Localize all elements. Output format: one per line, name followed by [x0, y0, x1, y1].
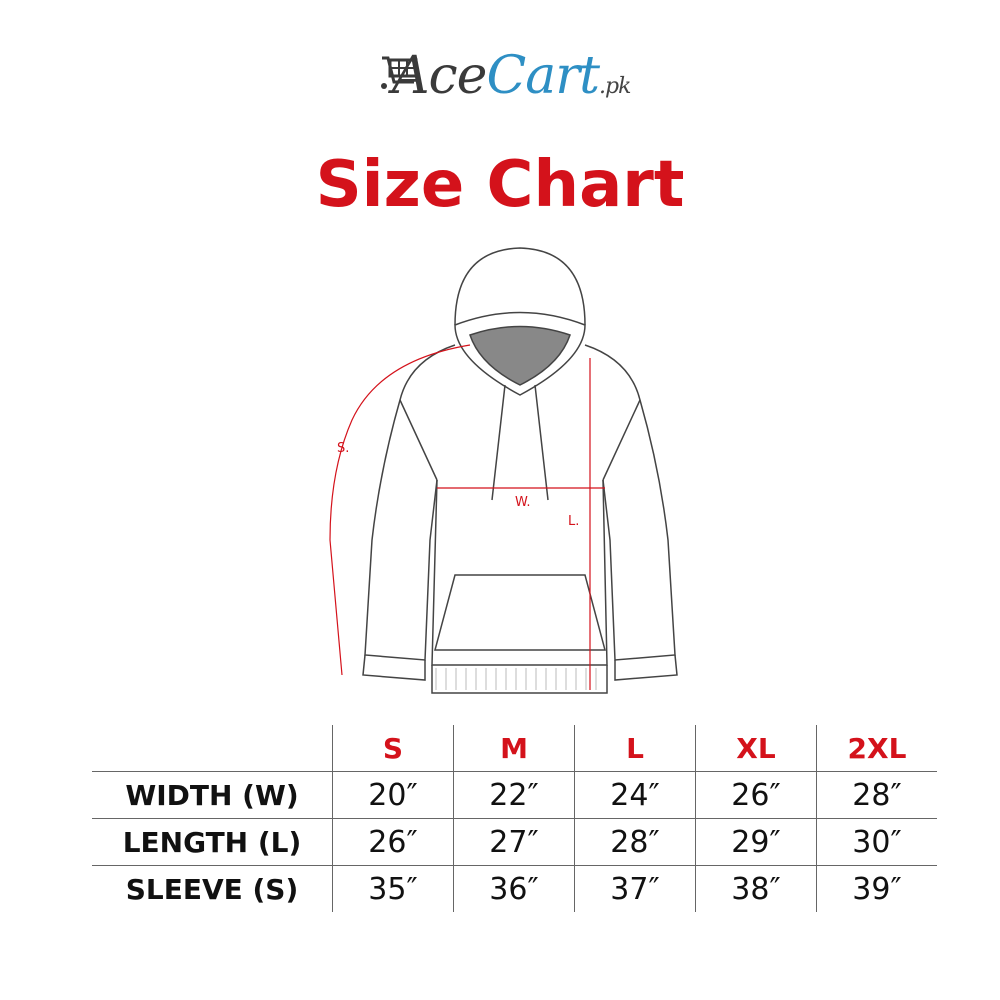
size-header: M — [453, 725, 575, 772]
cell: 30″ — [816, 818, 937, 866]
hoodie-diagram: S. W. L. — [329, 247, 678, 694]
cell: 28″ — [816, 771, 937, 819]
table-row: LENGTH (L) 26″ 27″ 28″ 29″ 30″ — [92, 818, 937, 866]
cell: 35″ — [332, 865, 454, 912]
cell: 36″ — [453, 865, 575, 912]
cell: 26″ — [332, 818, 454, 866]
cell: 38″ — [695, 865, 817, 912]
shopping-cart-icon — [381, 56, 418, 89]
cell: 37″ — [574, 865, 696, 912]
cell: 20″ — [332, 771, 454, 819]
cell: 29″ — [695, 818, 817, 866]
row-label: WIDTH (W) — [92, 771, 333, 819]
logo-text-ace: Ace — [392, 46, 487, 106]
size-table: S M L XL 2XL WIDTH (W) 20″ 22″ 24″ 26″ 2… — [92, 725, 937, 912]
length-label: L. — [568, 514, 579, 529]
size-header: 2XL — [816, 725, 937, 772]
acecart-logo: AceCart.pk — [380, 46, 680, 116]
width-label: W. — [515, 495, 531, 510]
corner-cell — [92, 725, 333, 772]
cell: 22″ — [453, 771, 575, 819]
cell: 27″ — [453, 818, 575, 866]
page-title: Size Chart — [315, 148, 685, 222]
cell: 24″ — [574, 771, 696, 819]
size-header-row: S M L XL 2XL — [92, 725, 937, 772]
row-label: LENGTH (L) — [92, 818, 333, 866]
cell: 26″ — [695, 771, 817, 819]
logo-text-cart: Cart — [486, 46, 600, 106]
size-header: XL — [695, 725, 817, 772]
cell: 28″ — [574, 818, 696, 866]
row-label: SLEEVE (S) — [92, 865, 333, 912]
logo-text-pk: .pk — [599, 74, 631, 99]
table-row: WIDTH (W) 20″ 22″ 24″ 26″ 28″ — [92, 771, 937, 819]
size-header: L — [574, 725, 696, 772]
cell: 39″ — [816, 865, 937, 912]
table-row: SLEEVE (S) 35″ 36″ 37″ 38″ 39″ — [92, 865, 937, 912]
sleeve-label: S. — [337, 441, 349, 456]
size-header: S — [332, 725, 454, 772]
